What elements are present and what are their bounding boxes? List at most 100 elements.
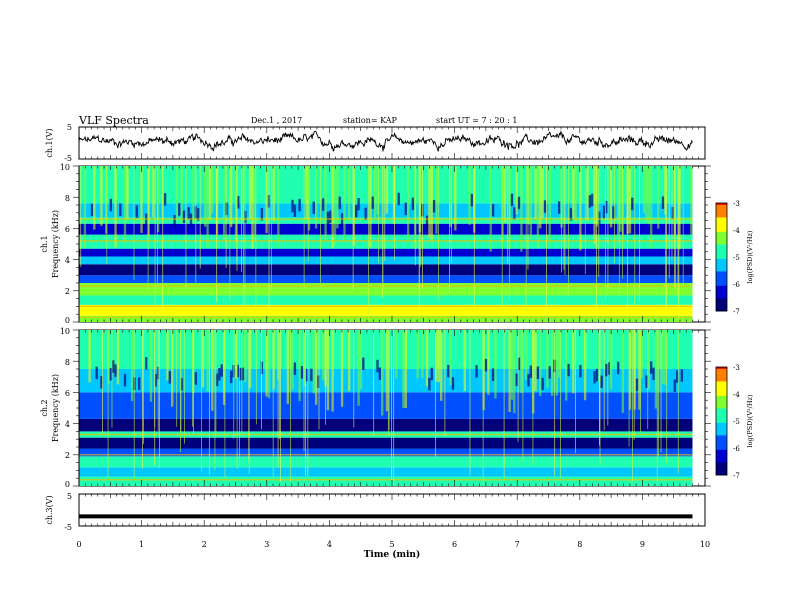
- spectrogram-streak: [116, 330, 120, 385]
- ch2-colorbar-tick-m4: -4: [733, 391, 740, 399]
- spectrogram-streak: [432, 199, 436, 213]
- colorbar-step: [716, 203, 727, 206]
- spectrogram-streak: [428, 166, 431, 238]
- time-axis-tick-label: 5: [389, 540, 394, 549]
- colorbar-step: [716, 448, 727, 451]
- spectrogram-streak: [137, 377, 141, 390]
- colorbar-step: [716, 231, 727, 235]
- spectrogram-streak: [671, 206, 674, 220]
- colorbar-step: [716, 237, 727, 240]
- figure-title: VLF Spectra: [78, 114, 149, 127]
- spectrogram-streak: [487, 330, 490, 395]
- spectrogram-streak: [130, 330, 134, 402]
- colorbar-step: [716, 276, 727, 280]
- spectrogram-streak: [126, 166, 129, 220]
- spectrogram-streak: [621, 330, 625, 413]
- spectrogram-streak: [305, 166, 308, 220]
- spectrogram-streak: [154, 373, 157, 387]
- ch1-colorbar: -3 -4 -5 -6 -7 log(PSD)(V²/Hz): [715, 200, 754, 316]
- colorbar-step: [716, 455, 727, 458]
- colorbar-step: [716, 430, 727, 433]
- colorbar-step: [716, 399, 727, 402]
- spectrogram-streak: [192, 166, 195, 224]
- spectrogram-streak: [600, 375, 603, 389]
- spectrogram-streak: [234, 330, 238, 379]
- spectrogram-streak: [314, 166, 318, 229]
- spectrogram-streak: [645, 375, 648, 388]
- spectrogram-streak: [326, 330, 330, 411]
- spectrogram-streak: [392, 166, 396, 224]
- colorbar-step: [716, 433, 727, 436]
- spectrogram-streak: [331, 330, 334, 412]
- colorbar-step: [716, 471, 727, 474]
- colorbar-step: [716, 215, 727, 218]
- colorbar-step: [716, 377, 727, 381]
- spectrogram-streak: [675, 370, 679, 383]
- spectrogram-band: [79, 256, 693, 265]
- spectrogram-streak: [123, 166, 127, 243]
- colorbar-step: [716, 440, 727, 444]
- spectrogram-streak: [123, 373, 127, 387]
- colorbar-step: [716, 392, 727, 395]
- spectrogram-band: [79, 275, 693, 283]
- spectrogram-streak: [211, 330, 214, 411]
- spectrogram-streak: [343, 166, 346, 243]
- spectrogram-streak: [222, 330, 226, 405]
- colorbar-step: [716, 269, 727, 272]
- colorbar-step: [716, 444, 727, 447]
- spectrogram-streak: [253, 166, 256, 242]
- spectrogram-streak: [579, 166, 582, 251]
- spectrogram-streak: [593, 371, 596, 384]
- colorbar-step: [716, 367, 727, 370]
- colorbar-step: [716, 213, 727, 217]
- colorbar-step: [716, 401, 727, 404]
- spectrogram-band: [79, 248, 693, 257]
- spectrogram-streak: [411, 197, 415, 211]
- spectrogram-streak: [291, 199, 294, 213]
- colorbar-step: [716, 410, 727, 413]
- spectrogram-streak: [491, 203, 495, 217]
- colorbar-step: [716, 271, 727, 274]
- time-axis-tick-label: 3: [264, 540, 269, 549]
- spectrogram-band: [79, 283, 693, 296]
- ch2-colorbar-tick-m3: -3: [733, 364, 740, 372]
- colorbar-step: [716, 408, 727, 411]
- spectrogram-streak: [619, 166, 622, 232]
- spectrogram-streak: [437, 330, 441, 383]
- spectrogram-streak: [621, 166, 625, 237]
- spectrogram-streak: [272, 330, 275, 390]
- spectrogram-streak: [371, 196, 374, 210]
- spectrogram-band: [79, 295, 693, 305]
- colorbar-step: [716, 413, 727, 417]
- spectrogram-streak: [539, 330, 542, 397]
- spectrogram-streak: [355, 204, 358, 218]
- spectrogram-streak: [628, 166, 632, 234]
- colorbar-step: [716, 431, 727, 435]
- spectrogram-streak: [208, 166, 212, 221]
- spectrogram-streak: [277, 166, 280, 247]
- spectrogram-streak: [635, 378, 639, 392]
- colorbar-step: [716, 212, 727, 215]
- spectrogram-streak: [449, 166, 452, 227]
- ch2-colorbar-label: log(PSD)(V²/Hz): [746, 394, 754, 447]
- time-axis-tick-label: 4: [327, 540, 332, 549]
- ch2-colorbar-frame: [715, 366, 728, 476]
- spectrogram-band: [79, 315, 693, 322]
- spectrogram-streak: [251, 166, 254, 249]
- spectrogram-streak: [527, 166, 530, 225]
- colorbar-step: [716, 284, 727, 287]
- colorbar-step: [716, 222, 727, 226]
- colorbar-step: [716, 305, 727, 308]
- spectrogram-streak: [305, 368, 308, 382]
- spectrogram-streak: [163, 193, 167, 206]
- colorbar-step: [716, 230, 727, 233]
- ch1-freq-tick-4: 4: [65, 256, 70, 265]
- ch2-freq-tick-6: 6: [65, 389, 70, 398]
- colorbar-step: [716, 228, 727, 231]
- spectrogram-streak: [156, 166, 160, 233]
- spectrogram-streak: [317, 375, 320, 388]
- colorbar-step: [716, 464, 727, 467]
- colorbar-step: [716, 282, 727, 285]
- spectrogram-streak: [168, 371, 172, 384]
- spectrogram-streak: [267, 330, 271, 399]
